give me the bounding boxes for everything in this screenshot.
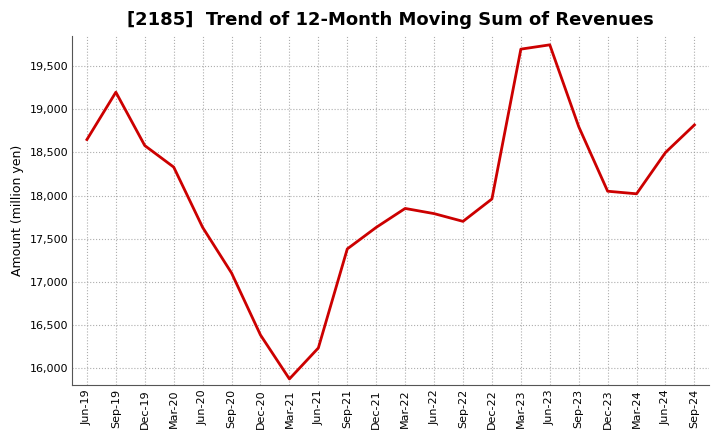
Title: [2185]  Trend of 12-Month Moving Sum of Revenues: [2185] Trend of 12-Month Moving Sum of R… <box>127 11 654 29</box>
Y-axis label: Amount (million yen): Amount (million yen) <box>11 145 24 276</box>
